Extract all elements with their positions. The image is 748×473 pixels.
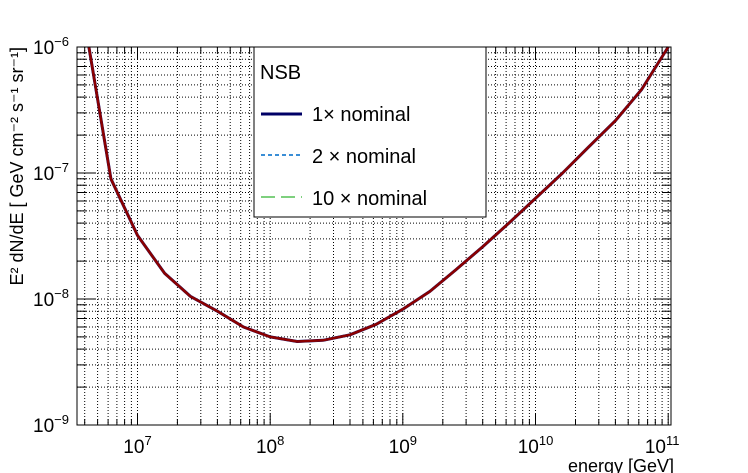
y-tick-label: 10−9 [33,412,69,437]
x-tick-label: 1010 [518,433,554,458]
x-tick-label: 108 [256,433,284,458]
legend-entry-1x: 1× nominal [312,104,410,126]
legend: NSB 1× nominal 2 × nominal 10 × nominal [253,46,487,218]
x-tick-label: 1011 [645,433,680,458]
y-tick-labels: 10−9 10−8 10−7 10−6 [33,34,69,437]
series-line [87,46,670,343]
x-tick-label: 109 [389,433,417,458]
y-tick-label: 10−7 [33,160,69,185]
x-tick-labels: 107 108 109 1010 1011 [123,433,679,458]
y-axis-title: E² dN/dE [ GeV cm⁻² s⁻¹ sr⁻¹] [7,47,27,286]
y-tick-label: 10−6 [33,34,69,59]
legend-entry-2x: 2 × nominal [312,146,416,168]
x-axis-title: energy [GeV] [568,456,674,473]
legend-entry-10x: 10 × nominal [312,188,427,210]
series-lines [87,46,670,343]
legend-title: NSB [260,62,301,84]
y-tick-label: 10−8 [33,286,69,311]
legend-box [253,46,487,218]
x-tick-label: 107 [123,433,151,458]
